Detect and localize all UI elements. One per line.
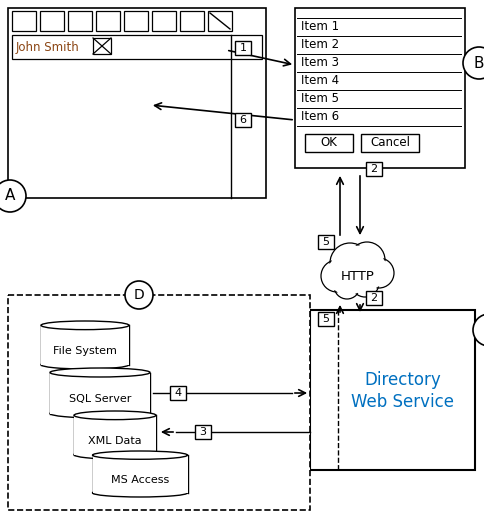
Bar	[152, 11, 176, 31]
Bar	[50, 373, 150, 413]
Bar	[12, 11, 36, 31]
Text: Item 4: Item 4	[301, 74, 339, 88]
Bar	[195, 425, 211, 439]
Circle shape	[322, 262, 351, 291]
Circle shape	[351, 269, 379, 297]
Text: HTTP: HTTP	[341, 269, 375, 282]
Ellipse shape	[92, 489, 187, 497]
Text: D: D	[134, 288, 144, 302]
Ellipse shape	[41, 321, 129, 330]
Text: Item 5: Item 5	[301, 92, 339, 105]
Circle shape	[125, 281, 153, 309]
Text: Directory: Directory	[364, 371, 441, 389]
Bar	[93, 38, 111, 54]
Bar	[12, 35, 262, 59]
Bar	[366, 162, 382, 176]
Bar	[366, 291, 382, 305]
Text: Web Service: Web Service	[351, 393, 454, 411]
Bar	[50, 373, 150, 413]
Bar	[92, 455, 187, 493]
Bar	[180, 11, 204, 31]
Text: 5: 5	[322, 314, 330, 324]
Circle shape	[463, 47, 484, 79]
Bar	[310, 310, 475, 470]
Circle shape	[332, 245, 368, 282]
Circle shape	[365, 260, 393, 286]
Ellipse shape	[50, 409, 150, 418]
Text: B: B	[474, 56, 484, 71]
Bar	[41, 325, 129, 365]
Bar	[361, 134, 419, 152]
Ellipse shape	[92, 451, 187, 459]
Text: MS Access: MS Access	[111, 475, 169, 485]
Text: A: A	[5, 188, 15, 203]
Text: SQL Server: SQL Server	[69, 394, 131, 404]
Text: Cancel: Cancel	[370, 137, 410, 150]
Text: 3: 3	[199, 427, 207, 437]
Bar	[92, 455, 187, 493]
Circle shape	[352, 270, 378, 296]
Ellipse shape	[41, 360, 129, 369]
Ellipse shape	[74, 411, 156, 420]
Text: Item 3: Item 3	[301, 56, 339, 70]
Text: 5: 5	[322, 237, 330, 247]
Bar	[305, 134, 353, 152]
Bar	[96, 11, 120, 31]
Bar	[318, 235, 334, 249]
Text: 2: 2	[370, 164, 378, 174]
Circle shape	[321, 260, 353, 292]
Circle shape	[349, 242, 385, 278]
Bar	[318, 312, 334, 326]
Text: John Smith: John Smith	[16, 40, 80, 54]
Bar	[208, 11, 232, 31]
Text: 1: 1	[240, 43, 246, 53]
Text: Item 2: Item 2	[301, 39, 339, 52]
Bar	[74, 415, 156, 455]
Bar	[74, 415, 156, 455]
Bar	[295, 8, 465, 168]
Circle shape	[350, 244, 383, 277]
Text: OK: OK	[320, 137, 337, 150]
Circle shape	[335, 275, 359, 298]
Circle shape	[364, 258, 394, 288]
Bar	[8, 295, 310, 510]
Bar	[68, 11, 92, 31]
Circle shape	[473, 314, 484, 346]
Text: 2: 2	[370, 293, 378, 303]
Text: 6: 6	[240, 115, 246, 125]
Bar	[41, 325, 129, 365]
Bar	[235, 113, 251, 127]
Text: Item 1: Item 1	[301, 21, 339, 34]
Bar	[235, 41, 251, 55]
Bar	[40, 11, 64, 31]
Ellipse shape	[74, 450, 156, 459]
Circle shape	[0, 180, 26, 212]
Text: Item 6: Item 6	[301, 110, 339, 123]
Circle shape	[334, 273, 360, 299]
Bar	[8, 8, 266, 198]
Bar	[124, 11, 148, 31]
Text: File System: File System	[53, 346, 117, 356]
Bar	[170, 386, 186, 400]
Ellipse shape	[50, 368, 150, 377]
Circle shape	[330, 243, 370, 283]
Text: XML Data: XML Data	[88, 436, 142, 446]
Text: 4: 4	[174, 388, 182, 398]
